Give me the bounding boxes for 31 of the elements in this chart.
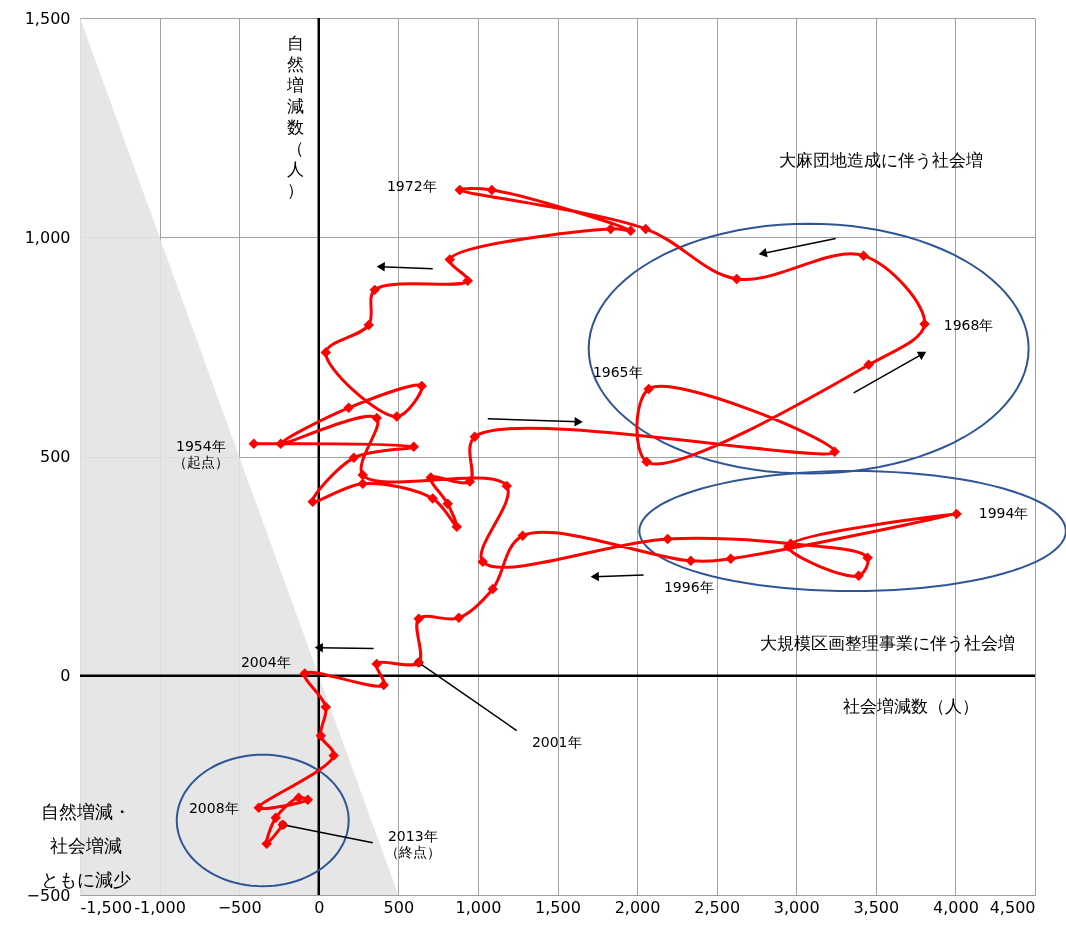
annotation: 1996年 xyxy=(663,578,714,595)
x-tick-label: 3,500 xyxy=(853,897,900,917)
x-tick-label: 4,500 xyxy=(989,897,1036,917)
x-tick-label: 500 xyxy=(383,897,415,917)
annotation: 2004年 xyxy=(240,653,291,670)
annotation: 1994年 xyxy=(978,504,1029,521)
annotation: 大規模区画整理事業に伴う社会増 xyxy=(760,632,1016,653)
x-tick-label: -1,500 xyxy=(80,897,133,917)
annotation: 1965年 xyxy=(592,363,643,380)
x-tick-label: 1,500 xyxy=(535,897,581,917)
annotation: 1954年（起点） xyxy=(172,437,229,470)
y-tick-label: 500 xyxy=(39,447,71,466)
x-tick-label: −500 xyxy=(217,897,262,917)
annotation: 2001年 xyxy=(531,733,582,750)
x-tick-label: -1,000 xyxy=(134,897,186,917)
y-axis-title: 自然増減数（人） xyxy=(286,32,305,200)
y-tick-label: 1,000 xyxy=(24,227,71,247)
annotation: 1968年 xyxy=(943,317,994,334)
x-axis-title: 社会増減数（人） xyxy=(842,695,979,716)
x-tick-label: 3,000 xyxy=(773,897,820,917)
x-tick-label: 4,000 xyxy=(933,897,979,917)
y-tick-label: 1,500 xyxy=(24,8,71,28)
y-tick-label: 0 xyxy=(60,666,71,686)
x-tick-label: 1,000 xyxy=(455,897,502,917)
annotation: 2008年 xyxy=(188,799,239,816)
x-tick-label: 0 xyxy=(314,897,325,917)
annotation: 1972年 xyxy=(386,177,437,194)
annotation: 大麻団地造成に伴う社会増 xyxy=(778,149,983,170)
x-tick-label: 2,500 xyxy=(694,897,741,917)
annotation: 2013年（終点） xyxy=(384,827,441,860)
x-tick-label: 2,000 xyxy=(614,897,661,917)
